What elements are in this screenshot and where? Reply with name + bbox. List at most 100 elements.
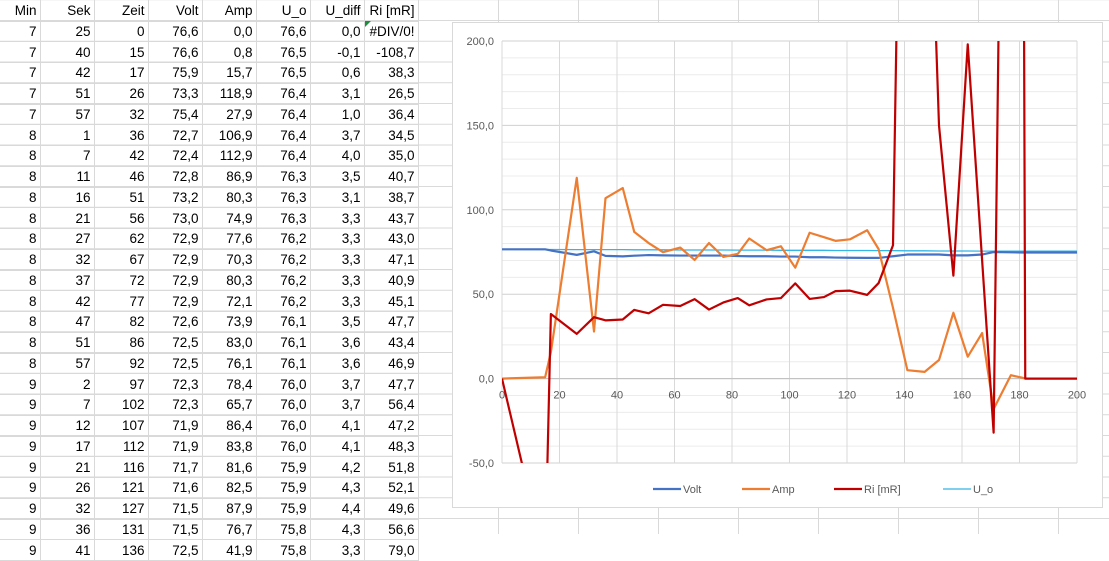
- cell[interactable]: 8: [0, 228, 41, 250]
- cell[interactable]: 9: [0, 415, 41, 437]
- column-header[interactable]: Min: [0, 0, 41, 22]
- cell[interactable]: 76,2: [256, 228, 311, 250]
- cell[interactable]: 38,7: [364, 187, 419, 209]
- cell[interactable]: 76,2: [256, 270, 311, 292]
- cell[interactable]: 9: [0, 373, 41, 395]
- cell[interactable]: 76,7: [202, 519, 257, 541]
- cell[interactable]: 78,4: [202, 373, 257, 395]
- cell[interactable]: -108,7: [364, 41, 419, 63]
- cell[interactable]: 9: [0, 394, 41, 416]
- cell[interactable]: 81,6: [202, 456, 257, 478]
- cell[interactable]: 72,7: [148, 124, 203, 146]
- column-header[interactable]: Zeit: [94, 0, 149, 22]
- cell[interactable]: 83,0: [202, 332, 257, 354]
- cell[interactable]: 72,4: [148, 145, 203, 167]
- cell[interactable]: 27: [40, 228, 95, 250]
- column-header[interactable]: Sek: [40, 0, 95, 22]
- cell[interactable]: 127: [94, 498, 149, 520]
- cell[interactable]: 47,7: [364, 373, 419, 395]
- cell[interactable]: 121: [94, 477, 149, 499]
- cell[interactable]: 36: [40, 519, 95, 541]
- line-chart[interactable]: -50,0 0,0 50,0 100,0 150,0 200,0 0 20 40 60 80 100 1…: [452, 22, 1103, 508]
- cell[interactable]: 72,9: [148, 249, 203, 271]
- cell[interactable]: 86,4: [202, 415, 257, 437]
- cell[interactable]: 4,1: [310, 436, 365, 458]
- cell[interactable]: 9: [0, 498, 41, 520]
- cell[interactable]: 17: [94, 62, 149, 84]
- cell[interactable]: 4,2: [310, 456, 365, 478]
- cell[interactable]: 9: [0, 477, 41, 499]
- cell[interactable]: 7: [0, 21, 41, 43]
- cell[interactable]: 3,3: [310, 207, 365, 229]
- cell[interactable]: 0,0: [310, 21, 365, 43]
- cell[interactable]: 71,9: [148, 436, 203, 458]
- cell[interactable]: 0,0: [202, 21, 257, 43]
- cell[interactable]: 4,4: [310, 498, 365, 520]
- cell[interactable]: 4,3: [310, 519, 365, 541]
- cell[interactable]: 3,3: [310, 290, 365, 312]
- cell[interactable]: 7: [0, 41, 41, 63]
- cell[interactable]: 3,5: [310, 311, 365, 333]
- cell[interactable]: 41,9: [202, 539, 257, 561]
- cell[interactable]: 118,9: [202, 83, 257, 105]
- cell[interactable]: 8: [0, 290, 41, 312]
- cell[interactable]: 51,8: [364, 456, 419, 478]
- cell[interactable]: 40,9: [364, 270, 419, 292]
- cell[interactable]: 51: [40, 332, 95, 354]
- cell[interactable]: 72,6: [148, 311, 203, 333]
- cell[interactable]: 75,9: [148, 62, 203, 84]
- cell[interactable]: 47: [40, 311, 95, 333]
- cell[interactable]: 26: [40, 477, 95, 499]
- cell[interactable]: 72,5: [148, 332, 203, 354]
- cell[interactable]: 8: [0, 187, 41, 209]
- cell[interactable]: 21: [40, 207, 95, 229]
- cell[interactable]: 42: [40, 290, 95, 312]
- cell[interactable]: 4,1: [310, 415, 365, 437]
- cell[interactable]: 56,6: [364, 519, 419, 541]
- cell[interactable]: 72: [94, 270, 149, 292]
- cell[interactable]: 72,9: [148, 270, 203, 292]
- cell[interactable]: 112: [94, 436, 149, 458]
- cell[interactable]: #DIV/0!: [364, 21, 419, 43]
- cell[interactable]: 92: [94, 353, 149, 375]
- cell[interactable]: 86,9: [202, 166, 257, 188]
- cell[interactable]: 37: [40, 270, 95, 292]
- cell[interactable]: 9: [0, 436, 41, 458]
- cell[interactable]: 76,0: [256, 436, 311, 458]
- cell[interactable]: 4,3: [310, 477, 365, 499]
- column-header[interactable]: U_diff: [310, 0, 365, 22]
- error-indicator-icon[interactable]: [365, 21, 371, 27]
- cell[interactable]: 26: [94, 83, 149, 105]
- cell[interactable]: 9: [0, 519, 41, 541]
- cell[interactable]: 46: [94, 166, 149, 188]
- cell[interactable]: 3,3: [310, 270, 365, 292]
- cell[interactable]: 76,2: [256, 249, 311, 271]
- cell[interactable]: 17: [40, 436, 95, 458]
- cell[interactable]: 3,6: [310, 353, 365, 375]
- cell[interactable]: 74,9: [202, 207, 257, 229]
- cell[interactable]: 76,3: [256, 207, 311, 229]
- cell[interactable]: 45,1: [364, 290, 419, 312]
- cell[interactable]: 9: [0, 456, 41, 478]
- cell[interactable]: 47,7: [364, 311, 419, 333]
- cell[interactable]: 36,4: [364, 104, 419, 126]
- cell[interactable]: 7: [0, 83, 41, 105]
- cell[interactable]: 42: [94, 145, 149, 167]
- cell[interactable]: 4,0: [310, 145, 365, 167]
- cell[interactable]: 76,5: [256, 62, 311, 84]
- cell[interactable]: 75,9: [256, 477, 311, 499]
- cell[interactable]: 32: [40, 249, 95, 271]
- cell[interactable]: 72,3: [148, 373, 203, 395]
- cell[interactable]: 112,9: [202, 145, 257, 167]
- cell[interactable]: 3,3: [310, 228, 365, 250]
- cell[interactable]: 76,0: [256, 415, 311, 437]
- cell[interactable]: 41: [40, 539, 95, 561]
- cell[interactable]: 51: [40, 83, 95, 105]
- cell[interactable]: 76,1: [256, 311, 311, 333]
- cell[interactable]: 80,3: [202, 187, 257, 209]
- cell[interactable]: 76,1: [256, 353, 311, 375]
- cell[interactable]: 71,5: [148, 519, 203, 541]
- cell[interactable]: 70,3: [202, 249, 257, 271]
- cell[interactable]: 36: [94, 124, 149, 146]
- cell[interactable]: 43,7: [364, 207, 419, 229]
